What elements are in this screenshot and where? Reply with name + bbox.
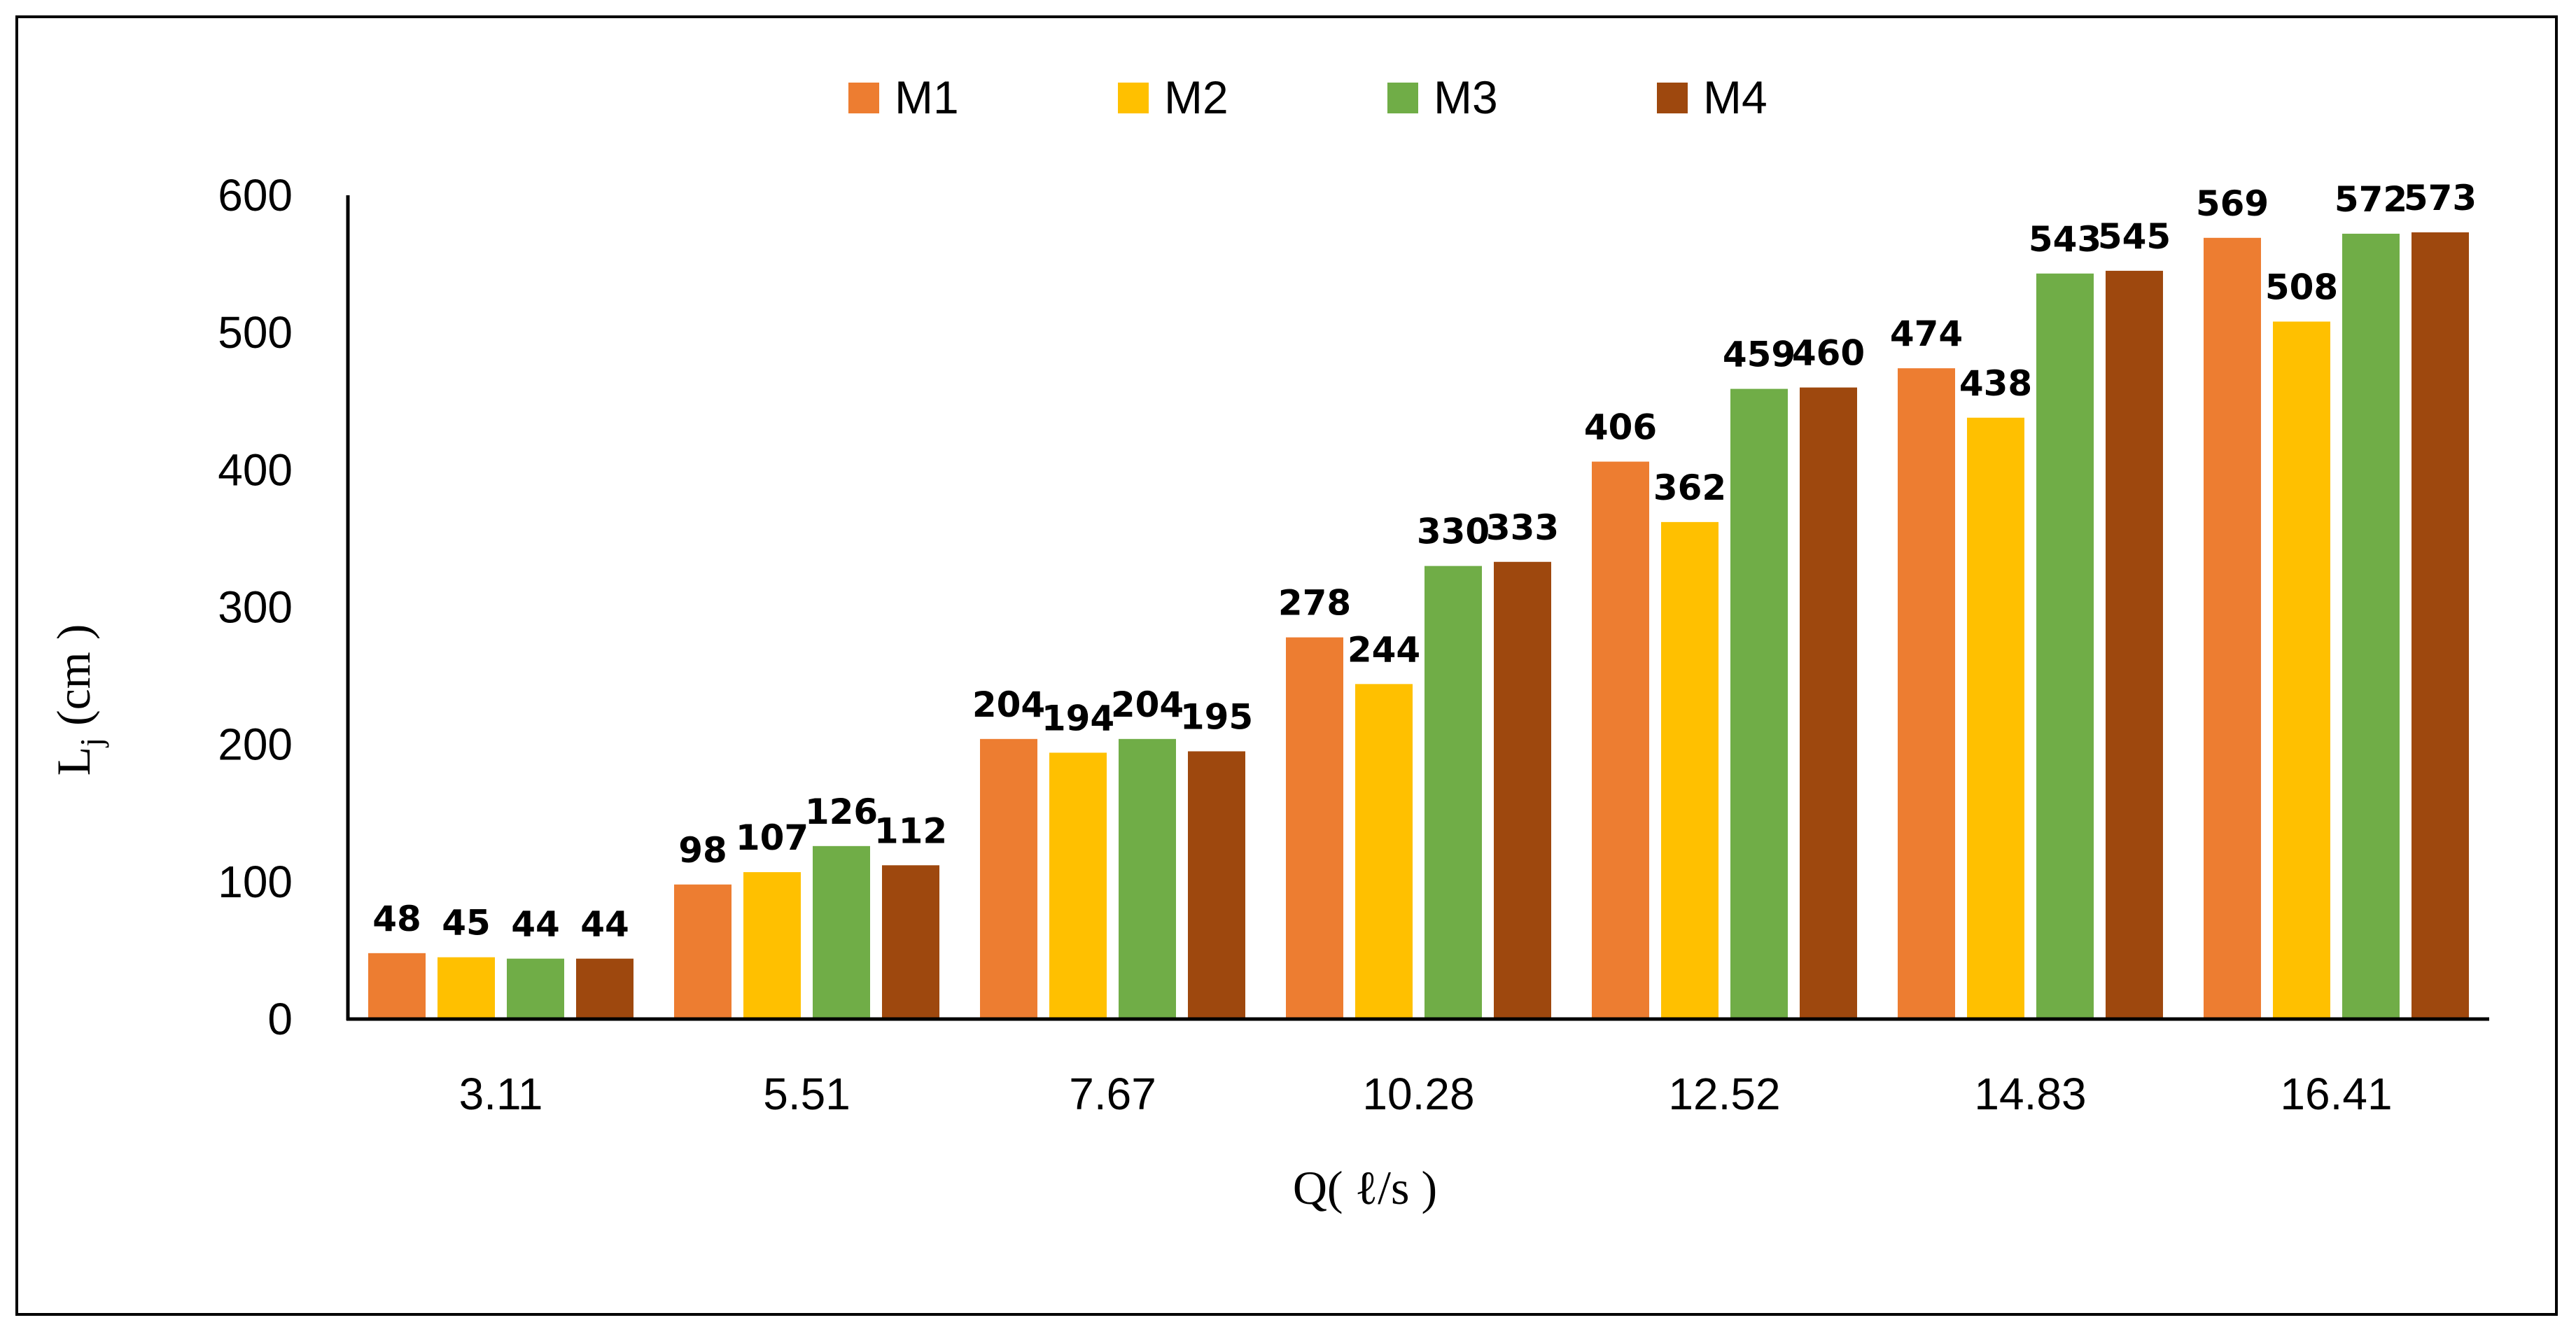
- axes-group: [346, 195, 2489, 1021]
- bar-m1-10.28: [1286, 637, 1343, 1019]
- data-label: 126: [805, 792, 878, 832]
- bar-m2-3.11: [438, 957, 495, 1019]
- y-axis-title-sub: j: [74, 738, 109, 748]
- legend-label: M2: [1164, 71, 1228, 123]
- bar-m1-14.83: [1898, 368, 1955, 1019]
- bar-m4-16.41: [2412, 232, 2469, 1020]
- data-label: 195: [1180, 696, 1253, 737]
- bar-m1-16.41: [2204, 237, 2261, 1020]
- bar-m3-7.67: [1119, 738, 1176, 1019]
- x-tick-label: 10.28: [1362, 1069, 1474, 1119]
- data-label: 278: [1278, 583, 1351, 624]
- bar-m2-12.52: [1661, 521, 1718, 1019]
- legend-label: M4: [1703, 71, 1768, 123]
- data-label: 98: [678, 830, 727, 871]
- data-label: 194: [1042, 698, 1114, 738]
- legend-item-m2: M2: [1118, 71, 1228, 123]
- bar-m4-3.11: [576, 958, 634, 1019]
- x-tick-labels: 3.11 5.51 7.67 10.28 12.52 14.83 16.41: [459, 1069, 2393, 1119]
- bar-m4-7.67: [1188, 751, 1245, 1019]
- data-label: 330: [1417, 512, 1490, 552]
- data-label: 545: [2098, 216, 2171, 257]
- data-label: 572: [2334, 179, 2407, 220]
- bar-m1-12.52: [1592, 461, 1649, 1019]
- bar-m3-12.52: [1730, 388, 1788, 1019]
- y-tick-label: 0: [267, 994, 293, 1044]
- x-tick-label: 7.67: [1069, 1069, 1156, 1119]
- bar-m4-14.83: [2106, 270, 2163, 1020]
- data-label: 459: [1723, 335, 1795, 375]
- data-label: 48: [372, 899, 421, 939]
- bar-m4-12.52: [1800, 387, 1857, 1019]
- bar-m3-16.41: [2342, 233, 2400, 1020]
- bar-m3-10.28: [1424, 566, 1482, 1019]
- data-label: 204: [1111, 684, 1184, 725]
- bar-m4-10.28: [1494, 561, 1551, 1019]
- bar-m3-3.11: [507, 958, 564, 1019]
- x-tick-label: 5.51: [763, 1069, 850, 1119]
- bar-m2-7.67: [1049, 752, 1107, 1019]
- data-label: 333: [1486, 507, 1559, 548]
- bar-m2-14.83: [1967, 417, 2024, 1019]
- x-tick-label: 3.11: [459, 1069, 543, 1119]
- data-label: 107: [736, 817, 808, 858]
- bar-m3-5.51: [813, 845, 870, 1019]
- bar-m4-5.51: [882, 865, 939, 1019]
- legend-swatch: [1118, 83, 1149, 113]
- data-label: 362: [1653, 468, 1726, 508]
- data-label: 244: [1348, 629, 1420, 670]
- data-label: 569: [2196, 183, 2269, 224]
- bar-m1-3.11: [368, 953, 426, 1019]
- legend-swatch: [848, 83, 879, 113]
- y-axis-title-main: L: [47, 747, 100, 776]
- legend-swatch: [1657, 83, 1688, 113]
- legend-item-m1: M1: [848, 71, 959, 123]
- x-axis-title: Q( ℓ/s ): [1293, 1161, 1437, 1214]
- x-tick-label: 12.52: [1668, 1069, 1780, 1119]
- bar-m2-16.41: [2273, 321, 2330, 1019]
- legend-item-m3: M3: [1387, 71, 1498, 123]
- legend-item-m4: M4: [1657, 71, 1768, 123]
- bar-m1-5.51: [674, 884, 732, 1019]
- data-label: 438: [1959, 363, 2032, 404]
- legend-label: M1: [895, 71, 959, 123]
- x-tick-label: 16.41: [2280, 1069, 2392, 1119]
- y-tick-label: 400: [218, 444, 293, 495]
- data-label: 406: [1584, 407, 1657, 448]
- data-label: 474: [1890, 314, 1963, 354]
- bar-m2-10.28: [1355, 684, 1413, 1019]
- data-label: 112: [874, 810, 947, 851]
- y-tick-label: 500: [218, 307, 293, 358]
- data-label: 573: [2404, 178, 2477, 218]
- data-label: 508: [2265, 267, 2338, 307]
- data-label: 460: [1792, 333, 1865, 374]
- legend-label: M3: [1434, 71, 1498, 123]
- y-axis-title-unit: (cm ): [47, 624, 100, 738]
- legend: M1 M2 M3 M4: [848, 71, 1768, 123]
- legend-swatch: [1387, 83, 1418, 113]
- y-tick-label: 300: [218, 582, 293, 633]
- data-label: 543: [2029, 219, 2101, 260]
- bars-group: [368, 232, 2469, 1020]
- y-tick-label: 200: [218, 719, 293, 770]
- y-tick-label: 600: [218, 170, 293, 220]
- bar-m1-7.67: [980, 738, 1037, 1019]
- bar-m2-5.51: [743, 872, 801, 1019]
- x-tick-label: 14.83: [1974, 1069, 2086, 1119]
- y-axis-title: Lj (cm ): [47, 624, 109, 776]
- y-tick-labels: 0 100 200 300 400 500 600: [218, 170, 293, 1044]
- data-label: 44: [580, 904, 629, 945]
- data-label: 44: [511, 904, 560, 945]
- bar-m3-14.83: [2036, 273, 2094, 1020]
- y-tick-label: 100: [218, 857, 293, 907]
- data-label: 204: [972, 684, 1045, 725]
- data-label: 45: [442, 903, 491, 943]
